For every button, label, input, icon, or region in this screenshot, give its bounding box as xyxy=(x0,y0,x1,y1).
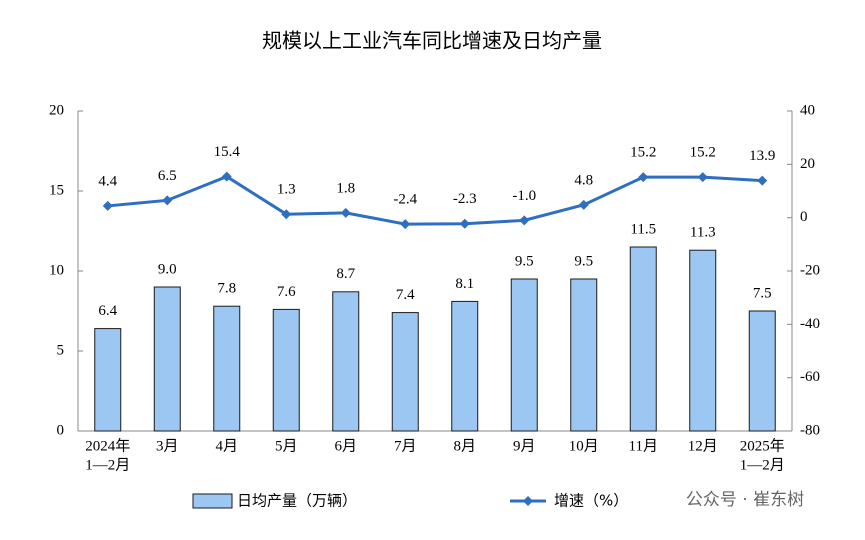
x-tick-label: 12月 xyxy=(688,438,718,454)
x-tick-label: 6月 xyxy=(334,438,357,454)
line-marker xyxy=(697,172,708,183)
bar xyxy=(689,249,717,432)
line-value-label: 4.4 xyxy=(98,173,117,189)
line-marker xyxy=(519,215,530,226)
chart-title: 规模以上工业汽车同比增速及日均产量 xyxy=(262,29,602,53)
bar xyxy=(570,278,598,432)
line-value-label: 15.2 xyxy=(690,145,716,161)
bar xyxy=(748,310,776,432)
line-marker xyxy=(638,172,649,183)
bar-value-label: 8.1 xyxy=(455,276,474,292)
line-marker xyxy=(281,209,292,220)
x-tick-label: 1—2月 xyxy=(740,457,785,473)
y2-tick-label: -60 xyxy=(800,369,820,385)
bar-value-label: 11.3 xyxy=(690,225,716,241)
bar xyxy=(332,291,360,432)
line-marker xyxy=(162,195,173,206)
line-marker xyxy=(102,200,113,211)
x-tick-label: 3月 xyxy=(156,438,179,454)
x-tick-label: 11月 xyxy=(629,438,658,454)
x-tick-label: 10月 xyxy=(569,438,599,454)
line xyxy=(107,174,763,226)
line-marker xyxy=(400,219,411,230)
bar-value-label: 6.4 xyxy=(98,303,117,319)
y2-tick-label: -40 xyxy=(800,316,820,332)
x-tick-label: 5月 xyxy=(275,438,298,454)
bar xyxy=(451,300,479,432)
legend-swatch xyxy=(523,496,533,506)
line-value-label: 1.3 xyxy=(277,182,296,198)
bar-value-label: 7.5 xyxy=(753,285,772,301)
line-marker xyxy=(340,207,351,218)
watermark: 公众号 · 崔东树 xyxy=(686,490,804,510)
line-value-label: 13.9 xyxy=(749,148,775,164)
line-marker xyxy=(221,171,232,182)
line-marker xyxy=(757,175,768,186)
line-value-label: 1.8 xyxy=(336,180,355,196)
line-value-label: -1.0 xyxy=(512,188,536,204)
y-tick-label: 10 xyxy=(49,262,64,278)
bar-value-label: 11.5 xyxy=(630,221,656,237)
bar xyxy=(391,312,419,432)
y-tick-label: 5 xyxy=(57,342,65,358)
bar-value-label: 7.6 xyxy=(277,284,296,300)
bar xyxy=(629,246,657,432)
y2-tick-label: 40 xyxy=(800,102,815,118)
line-value-label: 15.2 xyxy=(630,145,656,161)
x-tick-label: 8月 xyxy=(453,438,476,454)
bar-value-label: 9.0 xyxy=(158,261,177,277)
x-tick-label: 7月 xyxy=(394,438,417,454)
line-marker xyxy=(459,218,470,229)
legend-label: 日均产量（万辆） xyxy=(237,492,357,510)
y-tick-label: 0 xyxy=(57,422,65,438)
bar-value-label: 9.5 xyxy=(515,253,534,269)
x-tick-label: 2025年 xyxy=(740,437,785,454)
y2-tick-label: 0 xyxy=(800,209,808,225)
line-value-label: -2.4 xyxy=(393,192,417,208)
bar xyxy=(153,286,181,432)
y2-tick-label: 20 xyxy=(800,156,815,172)
y-tick-label: 15 xyxy=(49,182,64,198)
y-tick-label: 20 xyxy=(49,102,64,118)
bar-value-label: 9.5 xyxy=(574,253,593,269)
legend-label: 增速（%） xyxy=(554,492,628,510)
bar xyxy=(272,308,300,432)
line-marker xyxy=(578,199,589,210)
line-value-label: -2.3 xyxy=(453,191,477,207)
x-tick-label: 1—2月 xyxy=(85,457,130,473)
bar xyxy=(510,278,538,432)
legend-swatch xyxy=(192,493,233,509)
bar-value-label: 7.4 xyxy=(396,287,415,303)
line-value-label: 6.5 xyxy=(158,168,177,184)
x-tick-label: 4月 xyxy=(215,438,238,454)
line-value-label: 4.8 xyxy=(574,172,593,188)
line-value-label: 15.4 xyxy=(214,144,241,160)
y2-tick-label: -80 xyxy=(800,422,820,438)
bar-value-label: 8.7 xyxy=(336,266,355,282)
bar xyxy=(213,305,241,432)
x-tick-label: 2024年 xyxy=(85,437,130,454)
bar xyxy=(94,328,122,432)
y2-tick-label: -20 xyxy=(800,262,820,278)
x-tick-label: 9月 xyxy=(513,438,536,454)
bar-value-label: 7.8 xyxy=(217,281,236,297)
